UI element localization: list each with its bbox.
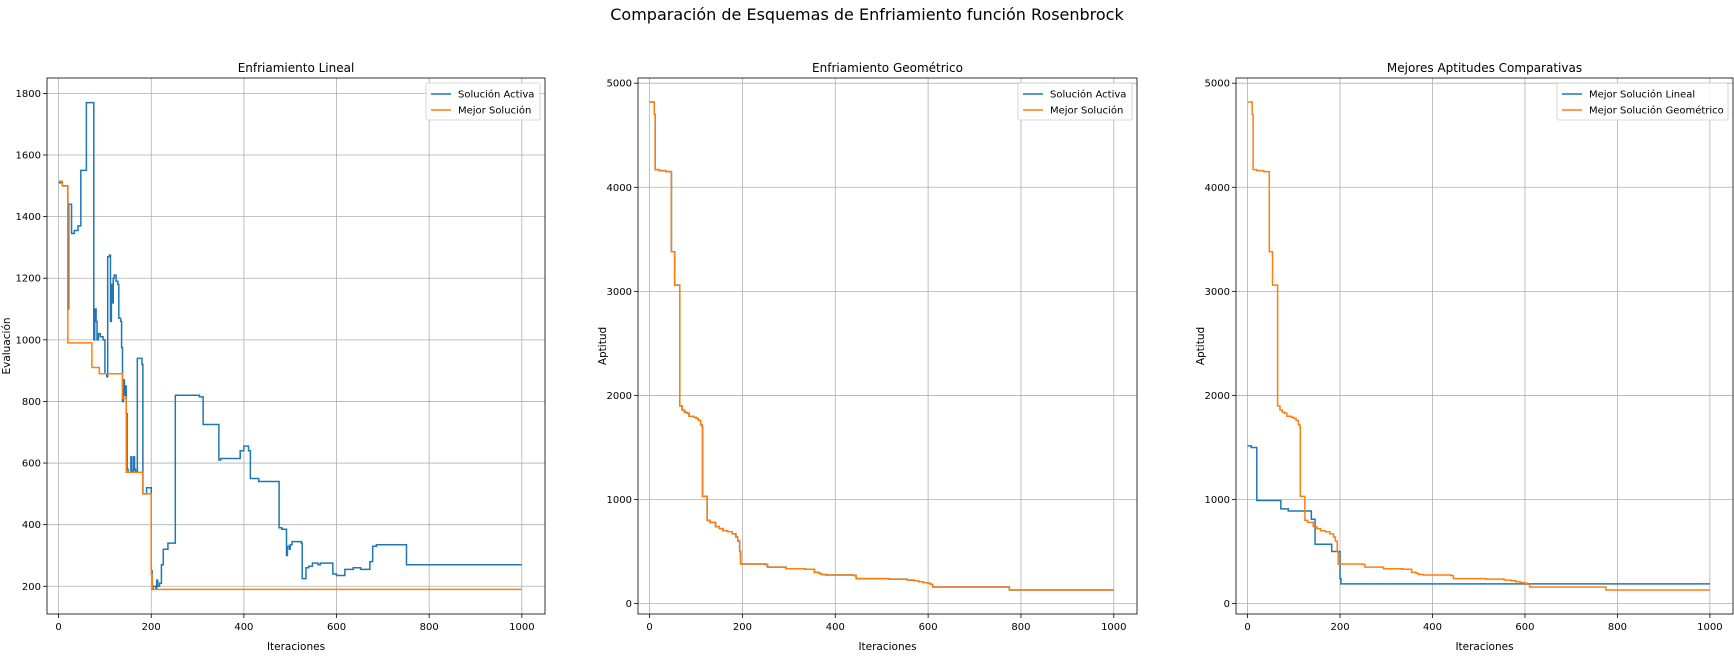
y-tick-label: 400 xyxy=(22,520,41,531)
x-tick-label: 800 xyxy=(420,622,439,633)
x-axis-label: Iteraciones xyxy=(858,641,916,653)
y-axis-label: Evaluación xyxy=(1,317,13,374)
x-tick-label: 400 xyxy=(826,622,845,633)
y-tick-label: 4000 xyxy=(607,183,632,194)
legend: Solución Activa Mejor Solución xyxy=(425,82,541,121)
figure-suptitle: Comparación de Esquemas de Enfriamiento … xyxy=(610,5,1124,24)
y-tick-label: 800 xyxy=(22,397,41,408)
y-tick-label: 1000 xyxy=(16,335,41,346)
subplot-2: 0 200 400 600 800 1000 0 1000 2000 3000 4000 5000 En… xyxy=(597,61,1138,653)
x-tick-label: 600 xyxy=(919,622,938,633)
axes-frame xyxy=(46,77,546,615)
y-tick-label: 1000 xyxy=(607,495,632,506)
x-tick-label: 0 xyxy=(55,622,61,633)
y-tick-label: 200 xyxy=(22,582,41,593)
subplot-1: 0 200 400 600 800 1000 200 400 600 800 1000 1200 140… xyxy=(1,61,546,653)
x-tick-label: 400 xyxy=(1423,622,1442,633)
y-tick-label: 5000 xyxy=(607,79,632,90)
x-tick-label: 400 xyxy=(234,622,253,633)
x-tick-label: 600 xyxy=(1515,622,1534,633)
y-tick-label: 5000 xyxy=(1205,79,1230,90)
subplot-title: Mejores Aptitudes Comparativas xyxy=(1387,61,1582,75)
x-tick-label: 200 xyxy=(142,622,161,633)
x-tick-label: 1000 xyxy=(509,622,534,633)
legend-entry: Mejor Solución xyxy=(458,105,531,117)
legend-box xyxy=(1017,82,1133,121)
series-line-2 xyxy=(649,101,1114,591)
y-tick-label: 3000 xyxy=(607,287,632,298)
y-tick-label: 1000 xyxy=(1205,495,1230,506)
x-tick-label: 1000 xyxy=(1697,622,1722,633)
axes-frame xyxy=(1235,77,1734,615)
y-tick-label: 1400 xyxy=(16,212,41,223)
axes-frame xyxy=(637,77,1138,615)
series-line-1 xyxy=(1247,445,1710,585)
subplot-3: 0 200 400 600 800 1000 0 1000 2000 3000 4000 5000 Me… xyxy=(1195,61,1734,653)
x-tick-label: 0 xyxy=(646,622,652,633)
series-line-2 xyxy=(1247,101,1710,591)
x-tick-label: 1000 xyxy=(1101,622,1126,633)
y-axis-label: Aptitud xyxy=(1195,327,1207,365)
y-tick-label: 1200 xyxy=(16,274,41,285)
y-tick-label: 2000 xyxy=(607,391,632,402)
y-axis-label: Aptitud xyxy=(597,327,609,365)
y-tick-label: 0 xyxy=(1224,599,1230,610)
legend-entry: Solución Activa xyxy=(458,89,534,101)
x-tick-label: 600 xyxy=(327,622,346,633)
legend-entry: Solución Activa xyxy=(1050,89,1126,101)
y-tick-label: 1800 xyxy=(16,89,41,100)
x-tick-label: 200 xyxy=(1330,622,1349,633)
legend: Mejor Solución Lineal Mejor Solución Geom… xyxy=(1556,82,1729,121)
series-line-1 xyxy=(58,101,522,591)
legend-entry: Mejor Solución Geométrico xyxy=(1589,105,1724,117)
legend: Solución Activa Mejor Solución xyxy=(1017,82,1133,121)
y-tick-label: 600 xyxy=(22,459,41,470)
legend-entry: Mejor Solución xyxy=(1050,105,1123,117)
y-tick-label: 2000 xyxy=(1205,391,1230,402)
series-line-1 xyxy=(649,101,1114,591)
y-tick-label: 4000 xyxy=(1205,183,1230,194)
x-tick-label: 800 xyxy=(1608,622,1627,633)
subplot-title: Enfriamiento Geométrico xyxy=(812,61,963,75)
series-line-2 xyxy=(58,180,522,591)
y-tick-label: 3000 xyxy=(1205,287,1230,298)
x-tick-label: 0 xyxy=(1244,622,1250,633)
x-tick-label: 800 xyxy=(1011,622,1030,633)
y-tick-label: 1600 xyxy=(16,151,41,162)
x-tick-label: 200 xyxy=(733,622,752,633)
subplot-title: Enfriamiento Lineal xyxy=(238,61,355,75)
x-axis-label: Iteraciones xyxy=(1455,641,1513,653)
x-axis-label: Iteraciones xyxy=(267,641,325,653)
legend-box xyxy=(425,82,541,121)
legend-box xyxy=(1556,82,1729,121)
legend-entry: Mejor Solución Lineal xyxy=(1589,89,1695,101)
y-tick-label: 0 xyxy=(626,599,632,610)
